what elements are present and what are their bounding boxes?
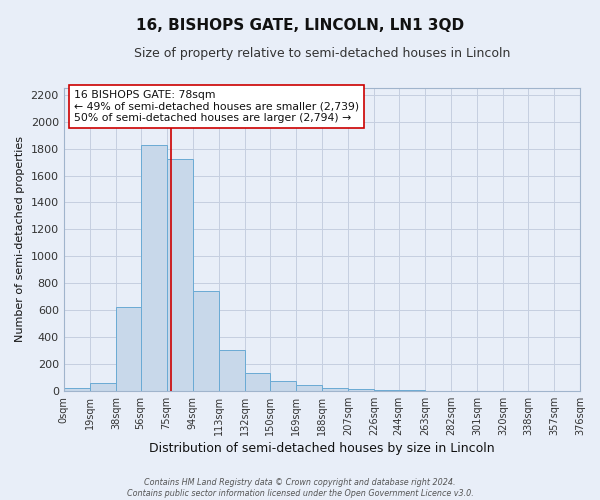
Bar (64, 388, 90, 391)
Bar (116, 306, 140, 391)
Bar (374, 390, 399, 391)
Bar (90, 382, 116, 391)
Bar (219, 350, 245, 391)
Title: Size of property relative to semi-detached houses in Lincoln: Size of property relative to semi-detach… (134, 48, 510, 60)
Text: 16, BISHOPS GATE, LINCOLN, LN1 3QD: 16, BISHOPS GATE, LINCOLN, LN1 3QD (136, 18, 464, 32)
Bar (348, 389, 374, 391)
Y-axis label: Number of semi-detached properties: Number of semi-detached properties (15, 136, 25, 342)
Bar (140, 144, 167, 391)
Bar (269, 382, 296, 391)
Text: Contains HM Land Registry data © Crown copyright and database right 2024.
Contai: Contains HM Land Registry data © Crown c… (127, 478, 473, 498)
Text: 16 BISHOPS GATE: 78sqm
← 49% of semi-detached houses are smaller (2,739)
50% of : 16 BISHOPS GATE: 78sqm ← 49% of semi-det… (74, 90, 359, 123)
Bar (193, 291, 219, 391)
Bar (296, 385, 322, 391)
Bar (167, 160, 193, 391)
X-axis label: Distribution of semi-detached houses by size in Lincoln: Distribution of semi-detached houses by … (149, 442, 494, 455)
Bar (245, 374, 269, 391)
Bar (322, 388, 348, 391)
